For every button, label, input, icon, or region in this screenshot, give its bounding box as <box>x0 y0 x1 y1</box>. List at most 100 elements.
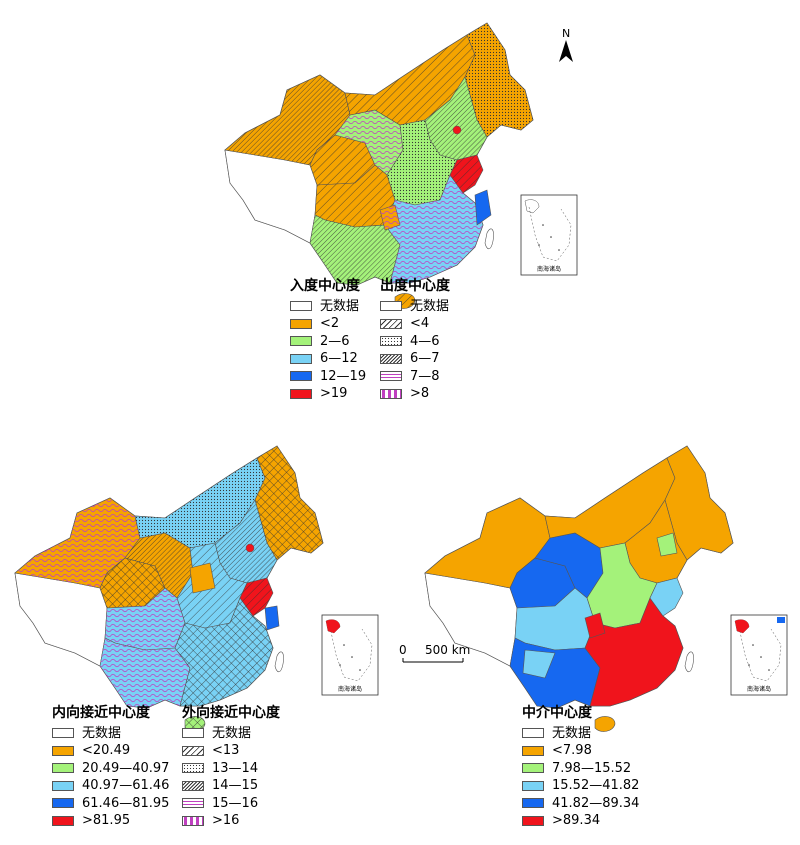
inset-label-2: 南海诸岛 <box>338 685 362 693</box>
legend-label: 6—7 <box>410 351 440 366</box>
legend-label: 40.97—61.46 <box>82 778 170 793</box>
legend-item: 12—19 <box>290 368 366 386</box>
legend-item: 6—12 <box>290 350 366 368</box>
inset-betweenness: 南海诸岛 <box>730 614 788 696</box>
legend-swatch <box>522 745 544 756</box>
legend-label: 无数据 <box>320 298 360 314</box>
legend-swatch <box>380 388 402 399</box>
legend-in-degree: 入度中心度 无数据 <2 2—6 6—12 12—19 >19 <box>290 278 366 403</box>
legend-label: >81.95 <box>82 813 131 828</box>
legend-label: 2—6 <box>320 333 350 349</box>
legend-item: 20.49—40.97 <box>52 760 169 778</box>
legend-swatch <box>182 815 204 826</box>
legend-swatch <box>52 745 74 756</box>
legend-title: 出度中心度 <box>380 278 450 294</box>
legend-item: 41.82—89.34 <box>522 795 639 813</box>
legend-label: 无数据 <box>410 298 450 314</box>
legend-swatch <box>290 301 312 312</box>
legend-item: <2 <box>290 315 366 333</box>
legend-item: 15.52—41.82 <box>522 777 639 795</box>
legend-swatch <box>182 763 204 774</box>
legend-title: 入度中心度 <box>290 278 360 294</box>
legend-label: 7.98—15.52 <box>552 760 632 776</box>
legend-item: <20.49 <box>52 742 169 760</box>
legend-swatch <box>380 318 402 329</box>
legend-label: >16 <box>212 813 240 828</box>
legend-swatch <box>52 763 74 774</box>
legend-label: >8 <box>410 386 430 401</box>
legend-swatch <box>522 728 544 739</box>
legend-label: 4—6 <box>410 333 440 349</box>
legend-swatch <box>522 815 544 826</box>
legend-label: <7.98 <box>552 743 592 758</box>
legend-swatch <box>52 728 74 739</box>
legend-label: 7—8 <box>410 368 440 384</box>
legend-item: >19 <box>290 385 366 403</box>
legend-label: <20.49 <box>82 743 131 758</box>
legend-betweenness: 中介中心度 无数据 <7.98 7.98—15.52 15.52—41.82 41.82… <box>522 705 639 830</box>
map-degree <box>224 22 534 309</box>
inset-degree: 南海诸岛 <box>520 194 578 276</box>
legend-item: 7.98—15.52 <box>522 760 639 778</box>
legend-item: 2—6 <box>290 333 366 351</box>
legend-swatch <box>290 388 312 399</box>
legend-item: 40.97—61.46 <box>52 777 169 795</box>
map-closeness <box>14 445 324 732</box>
legend-swatch <box>290 371 312 382</box>
legend-swatch <box>380 301 402 312</box>
legend-item: >89.34 <box>522 812 639 830</box>
legend-item: 4—6 <box>380 333 450 351</box>
legend-swatch <box>380 371 402 382</box>
legend-label: <2 <box>320 316 340 331</box>
legend-title: 中介中心度 <box>522 705 592 721</box>
legend-label: 20.49—40.97 <box>82 760 170 776</box>
legend-label: 无数据 <box>82 725 122 741</box>
legend-label: 无数据 <box>212 725 252 741</box>
legend-label: 14—15 <box>212 778 259 793</box>
legend-label: 61.46—81.95 <box>82 795 170 811</box>
legend-item: 61.46—81.95 <box>52 795 169 813</box>
legend-item: <13 <box>182 742 280 760</box>
inset-label-3: 南海诸岛 <box>747 685 771 693</box>
legend-item: 14—15 <box>182 777 280 795</box>
inset-label-1: 南海诸岛 <box>537 265 561 273</box>
legend-label: <4 <box>410 316 430 331</box>
legend-item: 无数据 <box>182 725 280 743</box>
legend-out-degree: 出度中心度 无数据 <4 4—6 6—7 7—8 >8 <box>380 278 450 403</box>
legend-title: 内向接近中心度 <box>52 705 150 721</box>
legend-item: 无数据 <box>522 725 639 743</box>
legend-item: >81.95 <box>52 812 169 830</box>
legend-swatch <box>380 336 402 347</box>
legend-label: 6—12 <box>320 351 358 366</box>
legend-label: 15—16 <box>212 795 259 811</box>
legend-swatch <box>182 745 204 756</box>
legend-in-closeness: 内向接近中心度 无数据 <20.49 20.49—40.97 40.97—61.46 6… <box>52 705 169 830</box>
legend-item: >16 <box>182 812 280 830</box>
legend-swatch <box>52 815 74 826</box>
legend-swatch <box>290 336 312 347</box>
legend-swatch <box>380 353 402 364</box>
legend-label: 15.52—41.82 <box>552 778 640 793</box>
north-label: N <box>562 27 570 40</box>
legend-label: 无数据 <box>552 725 592 741</box>
legend-swatch <box>182 728 204 739</box>
legend-swatch <box>182 780 204 791</box>
legend-swatch <box>52 798 74 809</box>
north-arrow: N <box>559 27 573 62</box>
legend-swatch <box>52 780 74 791</box>
legend-swatch <box>182 798 204 809</box>
legend-item: 13—14 <box>182 760 280 778</box>
legend-swatch <box>290 353 312 364</box>
legend-label: >89.34 <box>552 813 601 828</box>
legend-item: 无数据 <box>290 298 366 316</box>
legend-item: 15—16 <box>182 795 280 813</box>
legend-swatch <box>290 318 312 329</box>
legend-out-closeness: 外向接近中心度 无数据 <13 13—14 14—15 15—16 >16 <box>182 705 280 830</box>
scale-bar: 0 500 km <box>399 643 470 663</box>
legend-label: >19 <box>320 386 348 401</box>
legend-swatch <box>522 763 544 774</box>
legend-item: 6—7 <box>380 350 450 368</box>
legend-item: <7.98 <box>522 742 639 760</box>
inset-closeness: 南海诸岛 <box>321 614 379 696</box>
